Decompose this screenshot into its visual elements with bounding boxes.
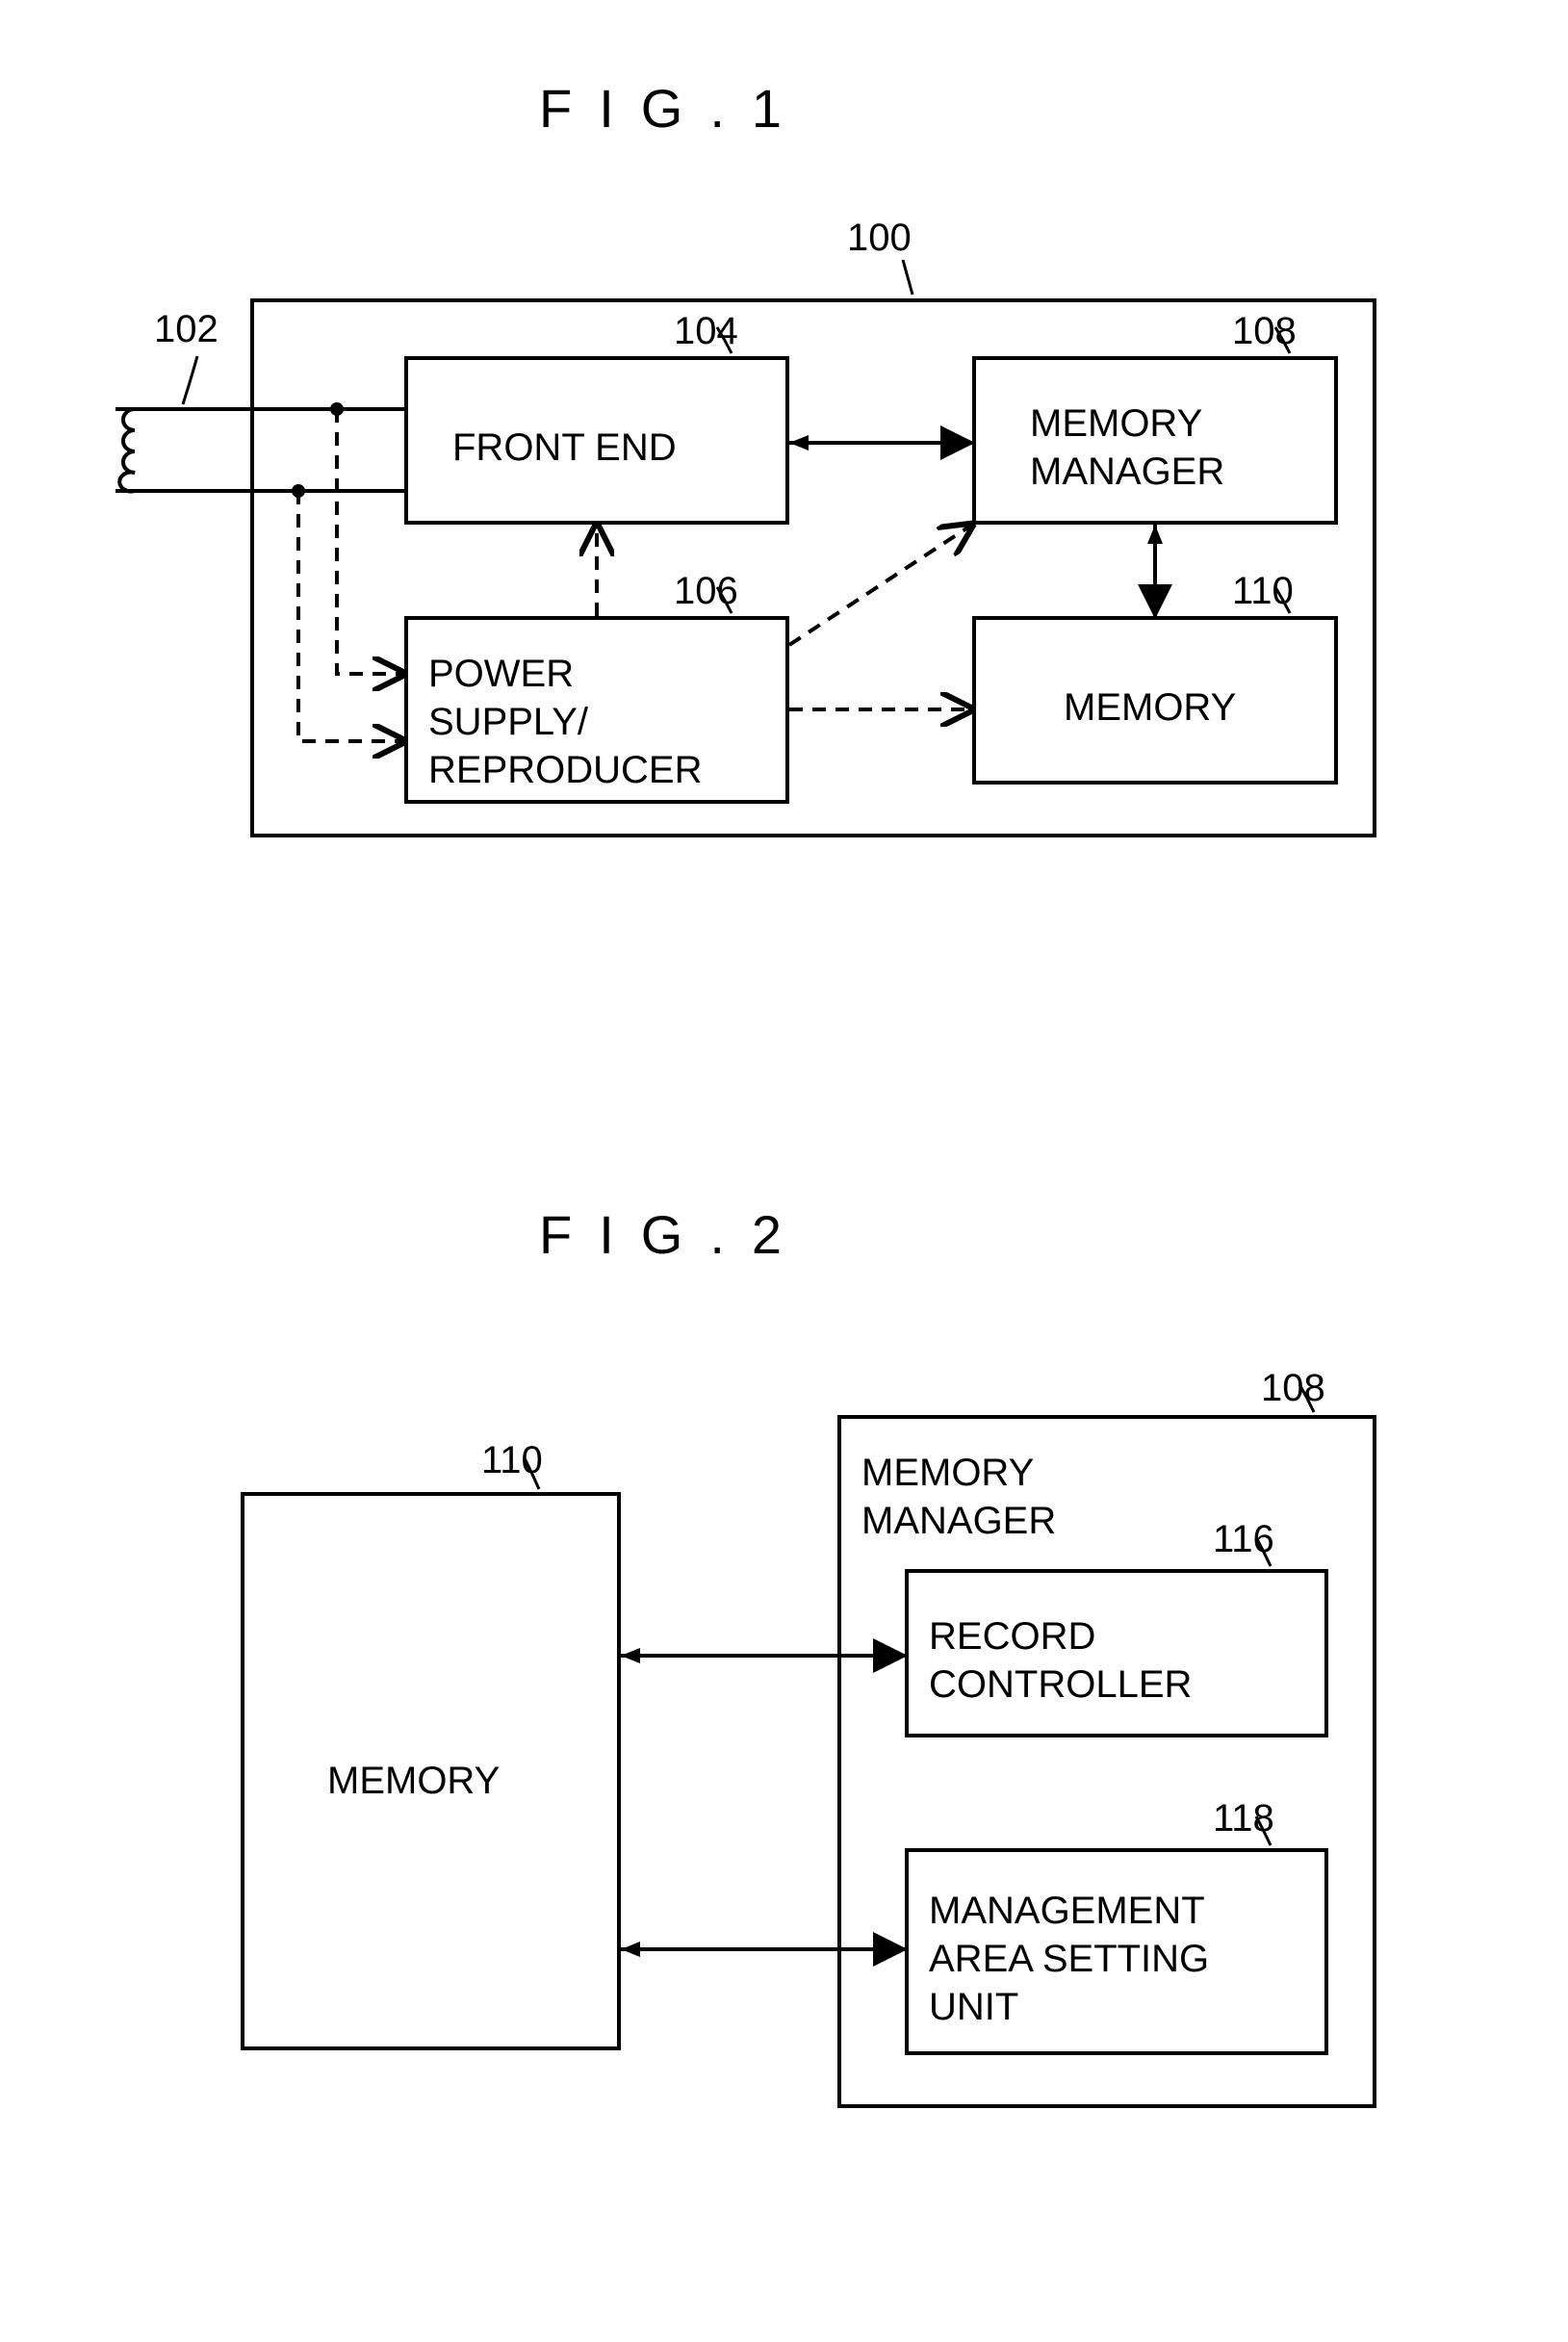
front-end-label: FRONT END xyxy=(452,424,677,472)
memory-label-fig1: MEMORY xyxy=(1064,683,1236,732)
memory-manager-label: MEMORY MANAGER xyxy=(1030,399,1224,496)
management-area-setting-unit-label: MANAGEMENT AREA SETTING UNIT xyxy=(929,1887,1209,2031)
ref-110-fig2: 110 xyxy=(481,1439,543,1482)
ref-104: 104 xyxy=(674,310,738,353)
record-controller-label: RECORD CONTROLLER xyxy=(929,1612,1192,1709)
ref-102: 102 xyxy=(154,308,218,351)
ref-100: 100 xyxy=(847,217,912,260)
ref-118: 118 xyxy=(1213,1797,1274,1840)
ref-108: 108 xyxy=(1232,310,1297,353)
ref-116: 116 xyxy=(1213,1518,1274,1561)
ref-108-fig2: 108 xyxy=(1261,1367,1325,1410)
fig1-title: FIG.1 xyxy=(539,77,809,140)
power-supply-label: POWER SUPPLY/ REPRODUCER xyxy=(428,650,702,794)
ref-110-fig1: 110 xyxy=(1232,570,1294,613)
page: FIG.1 100 FRONT END 104 MEMORY MANAGER 1… xyxy=(0,0,1568,2342)
fig2-title: FIG.2 xyxy=(539,1203,809,1266)
memory-manager-label-fig2: MEMORY MANAGER xyxy=(861,1449,1056,1545)
memory-label-fig2: MEMORY xyxy=(327,1757,500,1805)
ref-106: 106 xyxy=(674,570,738,613)
